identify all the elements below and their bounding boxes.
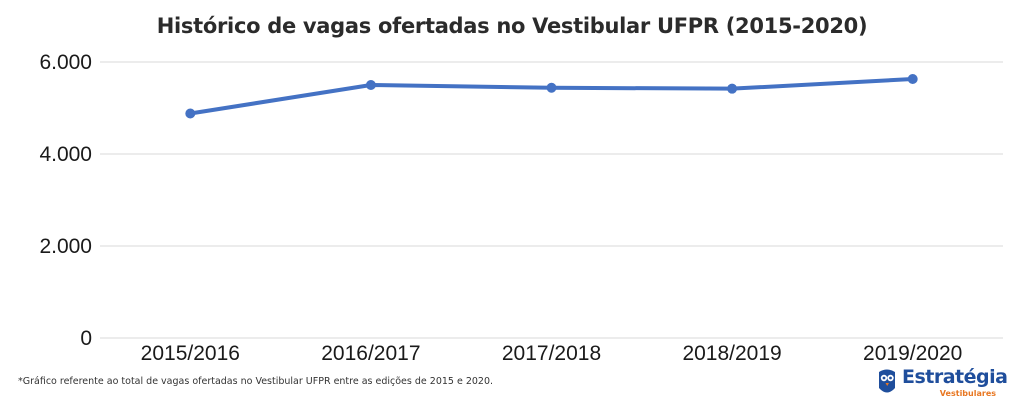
y-tick-label: 6.000 xyxy=(39,51,92,74)
gridlines xyxy=(100,61,1003,339)
x-tick-label: 2015/2016 xyxy=(141,342,240,365)
data-point xyxy=(365,80,376,90)
owl-icon xyxy=(879,369,895,393)
chart-footnote: *Gráfico referente ao total de vagas ofe… xyxy=(18,376,494,387)
estrategia-logo: Estratégia Vestibulares xyxy=(876,366,1008,400)
x-tick-label: 2016/2017 xyxy=(321,342,420,365)
logo-subtitle: Vestibulares xyxy=(939,389,996,398)
data-point xyxy=(546,82,557,93)
data-point xyxy=(727,83,738,94)
x-tick-label: 2017/2018 xyxy=(502,342,601,365)
series-points xyxy=(185,74,918,119)
x-tick-label: 2019/2020 xyxy=(863,342,962,365)
chart-title: Histórico de vagas ofertadas no Vestibul… xyxy=(156,14,868,38)
data-point xyxy=(185,108,196,119)
data-point xyxy=(907,74,918,85)
x-axis-tick-labels: 2015/2016 2016/2017 2017/2018 2018/2019 2019… xyxy=(141,342,963,365)
logo-wordmark: Estratégia xyxy=(902,366,1008,388)
x-tick-label: 2018/2019 xyxy=(682,342,781,365)
line-chart: 0 2.000 4.000 6.000 2015/2016 2016/2017 2017/… xyxy=(39,51,1003,365)
y-axis-tick-labels: 0 2.000 4.000 6.000 xyxy=(39,51,92,350)
y-tick-label: 4.000 xyxy=(39,143,92,166)
y-tick-label: 0 xyxy=(80,327,92,350)
y-tick-label: 2.000 xyxy=(39,235,92,258)
